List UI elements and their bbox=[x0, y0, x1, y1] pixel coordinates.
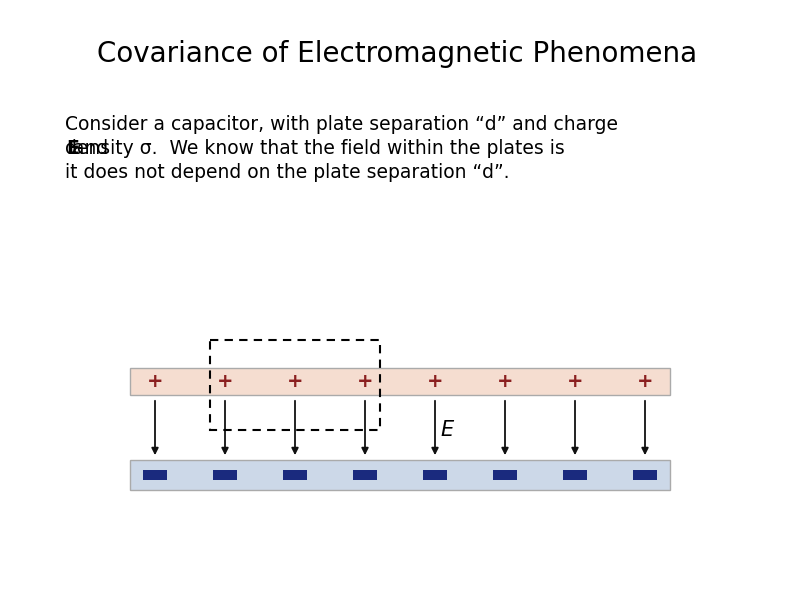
Text: Covariance of Electromagnetic Phenomena: Covariance of Electromagnetic Phenomena bbox=[97, 40, 697, 68]
Text: density σ.  We know that the field within the plates is: density σ. We know that the field within… bbox=[65, 139, 571, 158]
Bar bbox=[283, 470, 307, 480]
Text: and: and bbox=[67, 139, 108, 158]
Bar bbox=[423, 470, 447, 480]
Text: +: + bbox=[426, 372, 443, 391]
Text: $E$: $E$ bbox=[440, 420, 455, 440]
Bar bbox=[353, 470, 377, 480]
Text: +: + bbox=[357, 372, 373, 391]
Text: +: + bbox=[287, 372, 303, 391]
Text: +: + bbox=[567, 372, 584, 391]
Bar bbox=[213, 470, 237, 480]
Bar bbox=[143, 470, 167, 480]
Text: +: + bbox=[147, 372, 164, 391]
Bar bbox=[493, 470, 517, 480]
Text: it does not depend on the plate separation “d”.: it does not depend on the plate separati… bbox=[65, 163, 510, 182]
Text: Consider a capacitor, with plate separation “d” and charge: Consider a capacitor, with plate separat… bbox=[65, 115, 618, 134]
Text: +: + bbox=[217, 372, 233, 391]
Text: +: + bbox=[637, 372, 653, 391]
Bar bbox=[563, 470, 587, 480]
Text: +: + bbox=[497, 372, 513, 391]
Bar bbox=[130, 368, 670, 395]
Text: E: E bbox=[66, 139, 79, 158]
Bar bbox=[633, 470, 657, 480]
Bar bbox=[130, 460, 670, 490]
Bar bbox=[210, 340, 380, 430]
